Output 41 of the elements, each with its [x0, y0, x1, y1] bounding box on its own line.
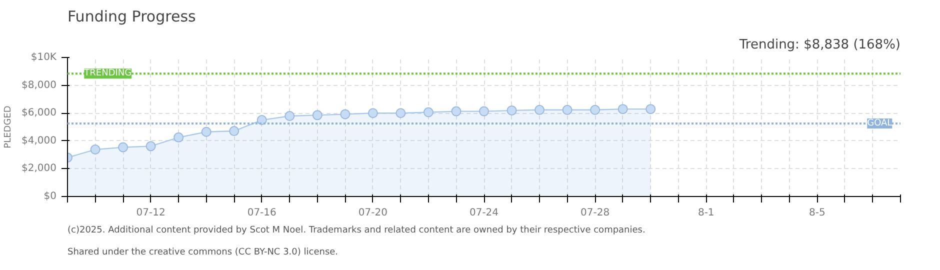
y-tick-label: $10K	[30, 52, 57, 63]
point	[451, 106, 462, 116]
point	[562, 104, 572, 115]
text: Trending: $8,838 (168%)	[738, 38, 900, 52]
point	[368, 108, 378, 118]
y-tick-label: $6,000	[22, 108, 57, 119]
x-tick-label: 8-5	[809, 208, 826, 218]
point	[90, 144, 100, 155]
x-tick-label: 07-16	[247, 208, 276, 218]
x-tick-label: 07-28	[580, 208, 610, 218]
point	[118, 142, 128, 152]
text: (c)2025. Additional content provided by Scot M Noel. Trademarks and related content are owned by their respective companies.	[68, 226, 646, 236]
point	[646, 104, 656, 114]
point	[229, 126, 240, 136]
y-tick-label: $8,000	[22, 80, 57, 91]
y-axis-title: PLEDGED	[4, 106, 14, 148]
point	[340, 109, 350, 120]
point	[479, 106, 489, 116]
point	[506, 105, 517, 116]
x-tick-label: 07-12	[136, 208, 166, 218]
x-tick-label: 8-1	[698, 208, 714, 218]
y-tick-label: $4,000	[22, 135, 57, 146]
point	[534, 104, 545, 115]
point	[174, 132, 184, 142]
point	[396, 108, 406, 118]
point	[284, 111, 295, 122]
x-tick-label: 07-24	[469, 208, 499, 218]
point	[146, 141, 156, 152]
point	[201, 126, 212, 137]
x-tick-label: 07-20	[358, 208, 388, 218]
point	[618, 104, 628, 114]
ref-line-label: TRENDING	[83, 68, 132, 79]
y-tick-label: $0	[44, 191, 57, 202]
point	[256, 115, 267, 126]
point	[590, 104, 600, 115]
chart-title: Funding Progress	[68, 8, 196, 26]
point	[423, 107, 434, 118]
point	[312, 110, 322, 120]
ref-line-label: GOAL	[867, 118, 892, 129]
y-tick-label: $2,000	[22, 163, 57, 174]
text: Shared under the creative commons (CC BY-NC 3.0) license.	[68, 248, 338, 258]
